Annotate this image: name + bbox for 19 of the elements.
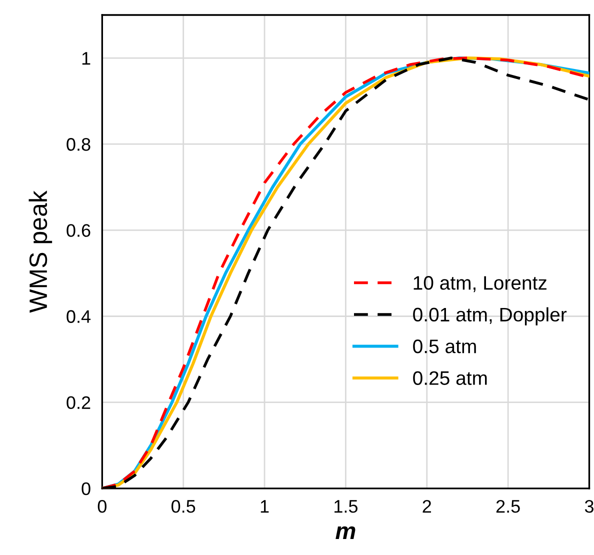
- y-tick-label: 0.2: [66, 396, 90, 410]
- y-tick-label: 0.8: [66, 138, 90, 151]
- y-axis-title: WMS peak: [28, 190, 52, 313]
- x-tick-label: 1: [260, 500, 269, 513]
- legend-label: 0.5 atm: [413, 339, 476, 354]
- x-tick-label: 2: [422, 500, 432, 513]
- x-tick-label: 0.5: [172, 500, 196, 513]
- y-tick-label: 0.6: [66, 224, 90, 237]
- x-tick-label: 0: [98, 500, 106, 513]
- y-tick-label: 0.4: [66, 310, 91, 323]
- legend-label: 0.01 atm, Doppler: [413, 307, 567, 326]
- x-tick-label: 3: [584, 500, 594, 513]
- x-tick-label: 1.5: [334, 500, 358, 513]
- legend-label: 0.25 atm: [413, 371, 487, 385]
- y-tick-label: 1: [82, 52, 90, 65]
- y-tick-label: 0: [82, 482, 90, 496]
- x-axis-title: m: [336, 526, 356, 540]
- x-tick-label: 2.5: [496, 500, 520, 513]
- legend-label: 10 atm, Lorentz: [414, 276, 546, 292]
